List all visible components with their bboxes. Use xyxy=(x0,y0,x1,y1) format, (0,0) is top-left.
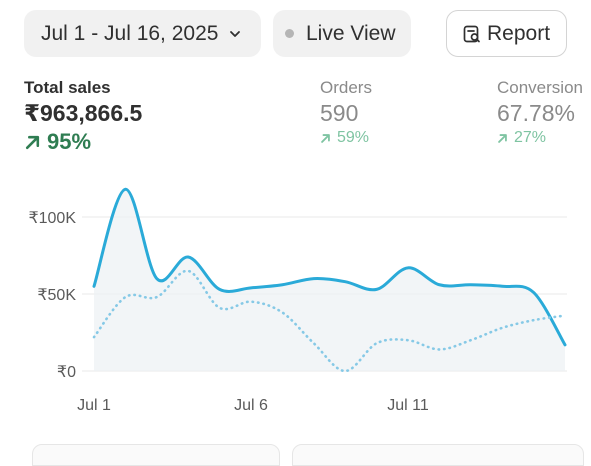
live-view-label: Live View xyxy=(306,21,396,45)
metric-label: Conversion xyxy=(497,78,583,97)
metric-delta-value: 27% xyxy=(514,129,547,146)
sales-line-chart[interactable]: ₹0 ₹50K ₹100K Jul 1 Jul 6 Jul 11 xyxy=(0,160,591,425)
y-tick-label: ₹0 xyxy=(57,364,76,381)
series-current-line xyxy=(92,187,567,347)
y-tick-label: ₹100K xyxy=(28,210,76,227)
live-status-dot-icon xyxy=(285,29,294,38)
metric-conversion[interactable]: Conversion 67.78% 27% xyxy=(497,78,583,147)
date-range-label: Jul 1 - Jul 16, 2025 xyxy=(41,21,219,45)
x-tick-label: Jul 11 xyxy=(387,397,429,414)
series-previous-line xyxy=(92,269,567,373)
metric-value: 67.78% xyxy=(497,100,576,126)
metric-delta: 95% xyxy=(24,129,142,155)
bottom-card-right xyxy=(292,444,584,466)
metric-value: 590 xyxy=(320,100,359,126)
chevron-down-icon xyxy=(230,30,241,37)
metric-orders[interactable]: Orders 590 59% xyxy=(320,78,372,147)
x-tick-label: Jul 1 xyxy=(77,397,111,414)
bottom-card-left xyxy=(32,444,280,466)
report-icon xyxy=(463,25,480,42)
report-button[interactable]: Report xyxy=(446,10,567,57)
arrow-up-right-icon xyxy=(321,133,330,143)
metric-label: Orders xyxy=(320,78,372,97)
arrow-up-right-icon xyxy=(25,135,40,149)
y-tick-label: ₹50K xyxy=(37,287,76,304)
metric-total-sales[interactable]: Total sales ₹963,866.5 95% xyxy=(24,78,142,155)
arrow-up-right-icon xyxy=(498,133,507,143)
metric-value: ₹963,866.5 xyxy=(24,100,143,126)
x-tick-label: Jul 6 xyxy=(234,397,268,414)
report-label: Report xyxy=(487,21,551,45)
live-view-button[interactable]: Live View xyxy=(273,10,411,57)
metric-label: Total sales xyxy=(24,78,111,97)
date-range-picker[interactable]: Jul 1 - Jul 16, 2025 xyxy=(24,10,261,57)
metric-delta-value: 59% xyxy=(337,129,370,146)
metric-delta: 27% xyxy=(497,129,583,147)
metric-delta: 59% xyxy=(320,129,372,147)
metric-delta-value: 95% xyxy=(47,129,92,154)
